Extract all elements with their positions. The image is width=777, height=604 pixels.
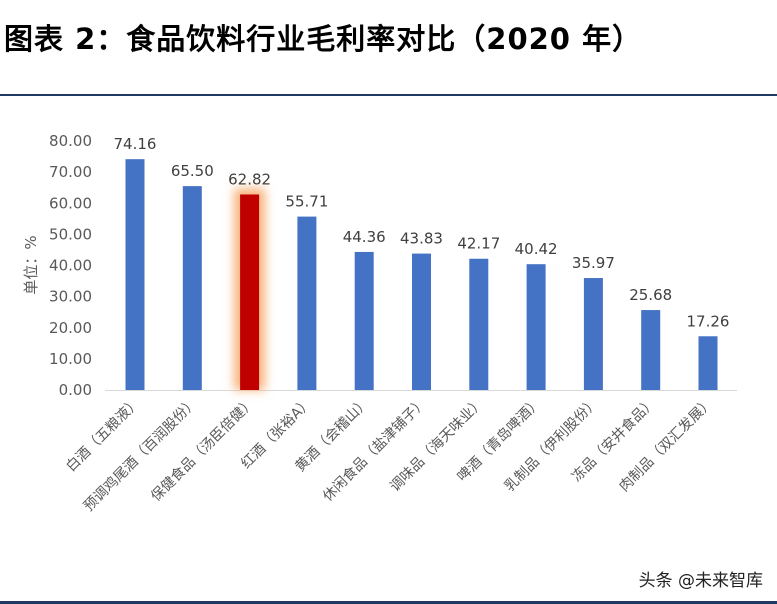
data-label: 40.42 [515,240,558,258]
y-tick-label: 70.00 [49,163,92,181]
bar [641,310,661,390]
top-divider [0,94,777,96]
y-tick-label: 10.00 [49,350,92,368]
bar [583,278,603,390]
watermark: 头条 @未来智库 [638,571,763,591]
y-tick-label: 60.00 [49,194,92,212]
y-tick-label: 40.00 [49,257,92,275]
y-axis-label: 单位：% [22,235,40,294]
x-tick-label: 调味品（海天味业） [387,395,487,495]
data-label: 55.71 [285,193,328,211]
x-tick-label: 保健食品（汤臣倍健） [147,394,258,505]
x-tick-label: 肉制品（双汇发展） [616,395,716,495]
bar [182,186,202,390]
data-label: 44.36 [343,228,386,246]
bar [412,253,431,390]
data-label: 74.16 [114,135,157,153]
x-tick-label: 预调鸡尾酒（百润股份） [80,394,201,515]
x-tick-label: 乳制品（伊利股份） [502,395,602,495]
y-tick-label: 20.00 [49,319,92,337]
bar [125,159,145,390]
data-label: 35.97 [572,254,615,272]
x-tick-label: 休闲食品（盐津铺子） [319,394,430,505]
bar [526,264,546,390]
data-label: 62.82 [228,170,271,188]
bar [240,194,260,390]
y-tick-label: 80.00 [49,132,92,150]
bar [698,336,718,390]
data-label: 65.50 [171,162,214,180]
data-label: 42.17 [457,235,500,253]
bottom-divider [0,601,777,604]
page-title: 图表 2：食品饮料行业毛利率对比（2020 年） [4,22,643,56]
data-label: 25.68 [629,286,672,304]
y-tick-label: 0.00 [59,381,92,399]
y-tick-label: 30.00 [49,288,92,306]
data-label: 17.26 [687,312,730,330]
bar [297,216,317,390]
data-label: 43.83 [400,230,443,248]
y-tick-label: 50.00 [49,225,92,243]
bar [469,258,489,390]
bar [354,251,374,390]
